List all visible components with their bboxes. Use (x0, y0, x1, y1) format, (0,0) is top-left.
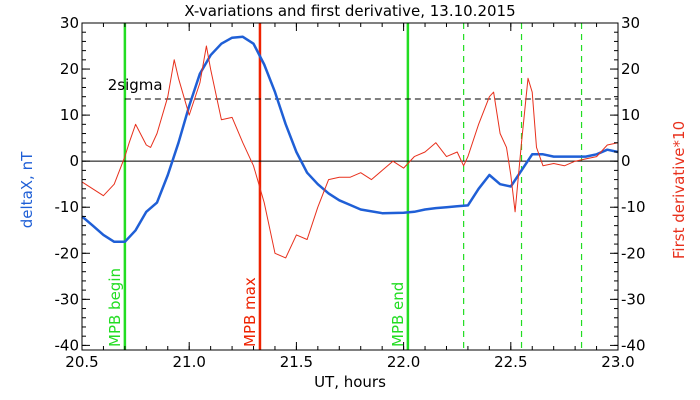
y-tick-label-left-2: 10 (60, 106, 79, 124)
x-tick-label-2: 21.5 (280, 353, 313, 371)
y-tick-label-left-7: -40 (55, 336, 80, 354)
marker-label-2: MPB end (389, 282, 407, 347)
y-tick-label-left-5: -20 (55, 244, 80, 262)
deltax-series-line (81, 35, 619, 244)
x-tick-label-5: 23.0 (601, 353, 634, 371)
marker-label-1: MPB max (241, 277, 259, 347)
x-tick-label-0: 20.5 (65, 353, 98, 371)
axis-ticks (81, 22, 619, 350)
y-tick-label-right-6: -30 (621, 290, 646, 308)
chart-title: X-variations and first derivative, 13.10… (184, 2, 515, 20)
x-tick-label-4: 22.5 (494, 353, 527, 371)
sigma-label: 2sigma (108, 76, 163, 94)
y-tick-label-right-2: 10 (621, 106, 640, 124)
marker-label-0: MPB begin (106, 268, 124, 347)
x-tick-label-3: 22.0 (387, 353, 420, 371)
y-tick-label-left-4: -10 (55, 198, 80, 216)
y-tick-label-left-1: 20 (60, 60, 79, 78)
sigma-threshold-group: 2sigma (108, 76, 618, 100)
plot-frame (81, 22, 619, 351)
y-tick-label-left-0: 30 (60, 14, 79, 32)
y-tick-label-right-5: -20 (621, 244, 646, 262)
y-tick-label-right-0: 30 (621, 14, 640, 32)
series-lines (81, 35, 619, 259)
derivative-series-line (81, 45, 619, 259)
y-tick-label-left-3: 0 (69, 152, 79, 170)
y-tick-label-left-6: -30 (55, 290, 80, 308)
y-axis-left-title: deltaX, nT (18, 151, 36, 228)
y-axis-right-title: First derivative*10 (670, 121, 688, 259)
x-axis-title: UT, hours (314, 373, 386, 391)
y-tick-label-right-1: 20 (621, 60, 640, 78)
y-tick-label-right-4: -10 (621, 198, 646, 216)
x-tick-label-1: 21.0 (172, 353, 205, 371)
y-tick-label-right-3: 0 (621, 152, 631, 170)
y-tick-label-right-7: -40 (621, 336, 646, 354)
tick-labels: 20.5 21.0 21.5 22.0 22.5 23.0 30 30 20 20 10 10 0 0 -1… (55, 14, 646, 371)
